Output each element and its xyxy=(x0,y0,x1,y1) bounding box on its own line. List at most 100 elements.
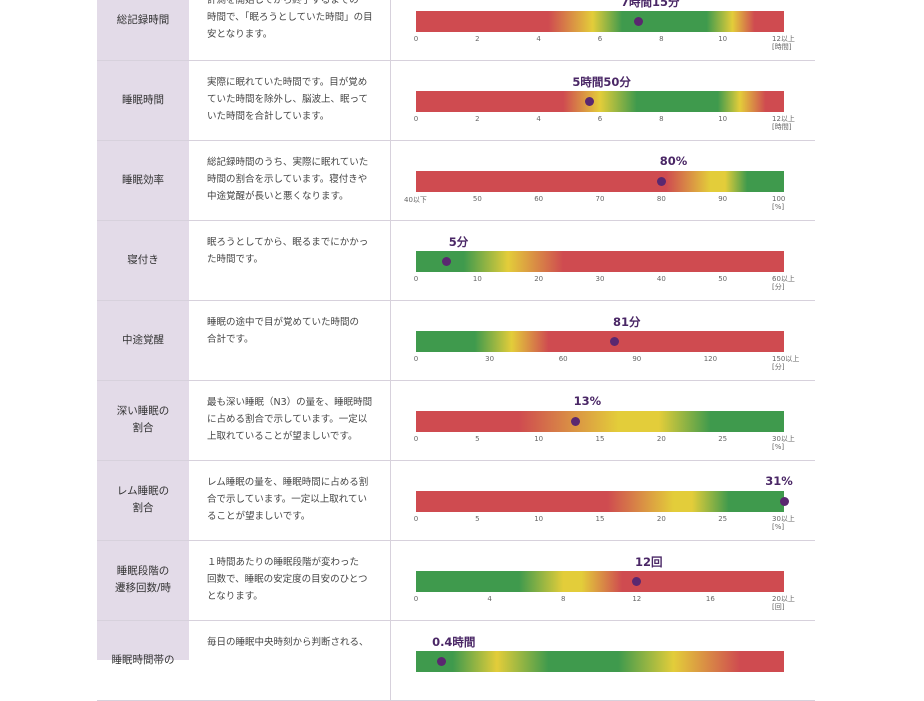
tick-label: 30 xyxy=(595,275,605,283)
tick-label: 15 xyxy=(595,435,605,443)
metric-name: 寝付き xyxy=(127,253,159,266)
value-marker xyxy=(632,577,642,586)
tick-label: 10 xyxy=(472,275,482,283)
tick-label: 20 xyxy=(656,435,666,443)
tick-label: 25 xyxy=(718,435,728,443)
metric-value: 80% xyxy=(659,154,688,168)
tick-label: 40以下 xyxy=(404,196,427,204)
scale-ticks: 40以下 50 60 70 80 90 100 [%] xyxy=(404,195,786,217)
metric-description: 実際に眠れていた時間です。目が覚め ていた時間を除外し、脳波上、眠って いた時間… xyxy=(207,77,369,122)
metric-row: 睡眠効率 総記録時間のうち、実際に眠れていた 時間の割合を示しています。寝付きや … xyxy=(97,140,815,221)
tick-label: 4 xyxy=(487,595,492,603)
scale-ticks: 0 30 60 90 120 150以上 [分] xyxy=(413,355,800,377)
metric-row: 睡眠時間帯の 毎日の睡眠中央時刻から判断される、 0.4時間 xyxy=(97,620,815,701)
tick-label: 4 xyxy=(536,35,541,43)
gradient-scale-bar xyxy=(416,491,789,512)
tick-label: 2 xyxy=(475,35,480,43)
tick-label-max: 20以上 [回] xyxy=(772,595,795,611)
value-marker xyxy=(437,657,447,666)
tick-label: 2 xyxy=(475,115,480,123)
value-marker xyxy=(779,497,789,506)
tick-label-max: 12以上 [時間] xyxy=(772,35,795,51)
metric-row: レム睡眠の 割合 レム睡眠の量を、睡眠時間に占める割 合で示しています。一定以上取… xyxy=(97,460,815,541)
tick-label-max: 30以上 [%] xyxy=(772,435,795,451)
tick-label: 6 xyxy=(597,115,603,123)
scale-ticks: 0 4 8 12 16 20以上 [回] xyxy=(414,595,795,617)
column-divider xyxy=(390,300,391,380)
gradient-scale-bar xyxy=(416,251,784,272)
tick-label-max: 150以上 [分] xyxy=(772,355,800,371)
column-divider xyxy=(390,620,391,700)
value-marker xyxy=(442,257,452,266)
metric-value: 7時間15分 xyxy=(621,0,680,9)
metric-name: 睡眠時間帯の xyxy=(111,653,175,666)
column-divider xyxy=(390,460,391,540)
tick-label: 60 xyxy=(558,355,568,363)
gradient-scale-bar xyxy=(416,571,784,592)
column-divider xyxy=(390,0,391,60)
column-divider xyxy=(390,220,391,300)
metric-name: 深い睡眠の 割合 xyxy=(116,405,170,434)
tick-label: 50 xyxy=(472,195,482,203)
scale-ticks: 0 2 4 6 8 10 12以上 [時間] xyxy=(413,115,795,137)
gradient-scale-bar xyxy=(416,91,784,112)
metric-row: 中途覚醒 睡眠の途中で目が覚めていた時間の 合計です。 81分 0 30 60 90 120 1… xyxy=(97,300,815,381)
metric-row: 睡眠段階の 遷移回数/時 １時間あたりの睡眠段階が変わった 回数で、睡眠の安定度の… xyxy=(97,540,815,621)
metric-name: 睡眠時間 xyxy=(122,93,164,106)
value-marker xyxy=(633,17,643,26)
scale-ticks: 0 2 4 6 8 10 12以上 [時間] xyxy=(413,35,795,57)
value-marker xyxy=(570,417,580,426)
tick-label: 25 xyxy=(718,515,728,523)
tick-label: 0 xyxy=(413,275,419,283)
tick-label: 30 xyxy=(485,355,495,363)
column-divider xyxy=(390,140,391,220)
metric-name: 中途覚醒 xyxy=(122,333,164,346)
scale-ticks: 0 5 10 15 20 25 30以上 [%] xyxy=(413,515,795,537)
tick-label: 20 xyxy=(534,275,544,283)
metric-description: 計測を開始してから終了するまでの 時間で、「眠ろうとしていた時間」の目 安となり… xyxy=(207,0,373,40)
tick-label: 0 xyxy=(413,115,419,123)
metric-description: 総記録時間のうち、実際に眠れていた 時間の割合を示しています。寝付きや 中途覚醒… xyxy=(207,157,369,202)
metric-name: レム睡眠の 割合 xyxy=(116,485,170,514)
tick-label: 0 xyxy=(413,515,419,523)
tick-label: 70 xyxy=(595,195,605,203)
tick-label: 6 xyxy=(597,35,603,43)
tick-label: 16 xyxy=(705,595,715,603)
tick-label: 10 xyxy=(718,35,728,43)
tick-label: 10 xyxy=(534,435,544,443)
metric-row: 寝付き 眠ろうとしてから、眠るまでにかかっ た時間です。 5分 0 10 20 30 40 50… xyxy=(97,220,815,301)
metric-row: 睡眠時間 実際に眠れていた時間です。目が覚め ていた時間を除外し、脳波上、眠って … xyxy=(97,60,815,141)
metric-description: 毎日の睡眠中央時刻から判断される、 xyxy=(207,637,369,648)
tick-label: 8 xyxy=(659,115,664,123)
tick-label: 5 xyxy=(475,515,480,523)
gradient-scale-bar xyxy=(416,411,784,432)
tick-label-max: 30以上 [%] xyxy=(772,515,795,531)
metric-value: 12回 xyxy=(635,555,663,569)
tick-label: 8 xyxy=(560,595,566,603)
gradient-scale-bar xyxy=(416,331,784,352)
tick-label: 0 xyxy=(413,435,419,443)
tick-label: 0 xyxy=(413,355,419,363)
tick-label-max: 60以上 [分] xyxy=(772,275,795,291)
tick-label: 5 xyxy=(475,435,480,443)
tick-label: 90 xyxy=(718,195,728,203)
column-divider xyxy=(390,60,391,140)
metric-value: 31% xyxy=(765,474,793,488)
tick-label: 12 xyxy=(632,595,642,603)
tick-label: 90 xyxy=(632,355,642,363)
metric-row: 総記録時間 計測を開始してから終了するまでの 時間で、「眠ろうとしていた時間」の目… xyxy=(97,0,815,61)
tick-label: 0 xyxy=(413,35,419,43)
metric-value: 13% xyxy=(573,394,602,408)
tick-label-max: 12以上 [時間] xyxy=(772,115,795,131)
metric-value: 81分 xyxy=(612,315,641,329)
metric-name: 総記録時間 xyxy=(116,13,170,26)
gradient-scale-bar xyxy=(416,11,784,32)
tick-label: 8 xyxy=(659,35,664,43)
tick-label: 4 xyxy=(536,115,541,123)
tick-label-max: 100 [%] xyxy=(772,195,786,211)
tick-label: 20 xyxy=(656,515,666,523)
value-marker xyxy=(610,337,620,346)
column-divider xyxy=(390,540,391,620)
metric-name: 睡眠効率 xyxy=(122,173,164,186)
tick-label: 120 xyxy=(703,355,718,363)
